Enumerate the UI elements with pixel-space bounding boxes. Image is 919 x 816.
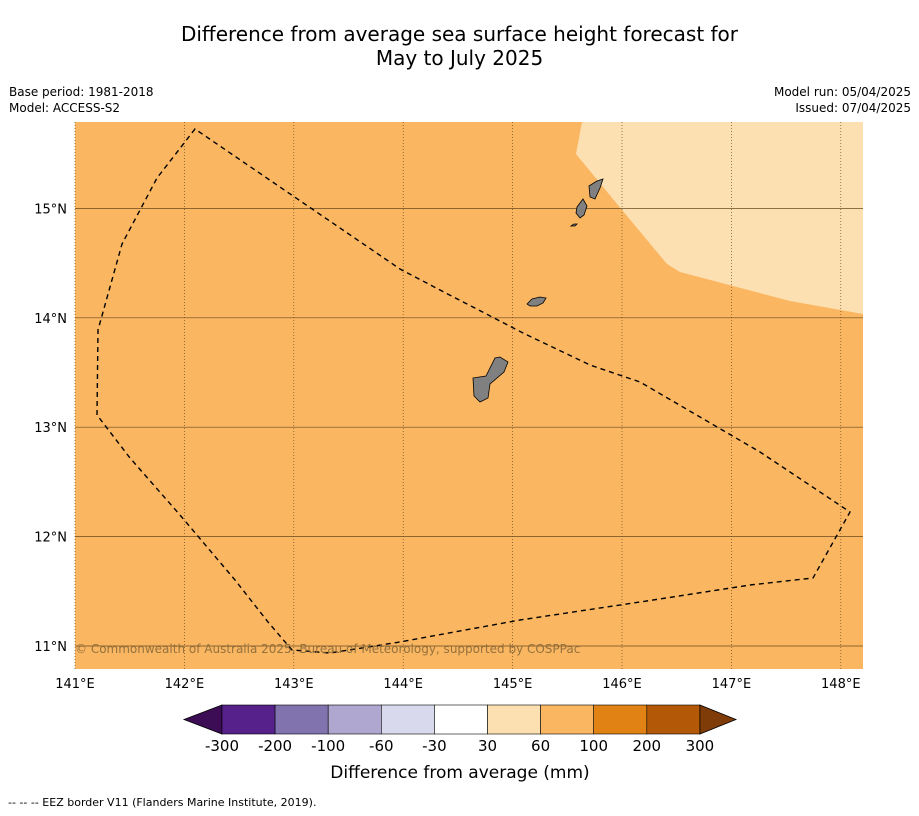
colorbar-tick-label: -30 [422,737,447,755]
longitude-tick-label: 146°E [602,677,642,692]
colorbar-swatch [434,704,488,735]
longitude-tick-label: 141°E [55,677,95,692]
colorbar-tick-label: -200 [258,737,292,755]
colorbar-tick-label: 300 [686,737,715,755]
latitude-tick-label: 15°N [34,202,67,217]
colorbar-swatch [593,704,648,735]
issued-date: Issued: 07/04/2025 [795,101,911,115]
colorbar-swatch [327,704,382,735]
chart-title: Difference from average sea surface heig… [0,22,919,70]
island-aguijan [569,223,578,227]
colorbar-tick-label: 60 [531,737,550,755]
colorbar-swatch [274,704,329,735]
colorbar-tick-label: -60 [369,737,394,755]
title-line-2: May to July 2025 [375,46,544,70]
colorbar-swatch [380,704,435,735]
island-rota [526,296,547,307]
colorbar-extend-high [699,704,738,735]
colorbar-title: Difference from average (mm) [330,763,589,783]
colorbar-swatch [487,704,541,735]
longitude-tick-label: 142°E [165,677,205,692]
colorbar-tick-label: 100 [579,737,608,755]
longitude-tick-label: 145°E [493,677,533,692]
colorbar-tick-labels: -300 -200 -100 -60 -30 30 60 100 200 300 [205,737,714,755]
latitude-tick-label: 14°N [34,312,67,327]
longitude-tick-label: 144°E [383,677,423,692]
eez-border [96,128,851,654]
colorbar-swatch [221,704,276,735]
island-saipan [588,178,604,200]
anomaly-region-30-60 [576,122,863,314]
colorbar-tick-label: -100 [311,737,345,755]
graticule [74,122,863,669]
longitude-tick-label: 143°E [274,677,314,692]
latitude-tick-labels: 11°N 12°N 13°N 14°N 15°N [34,202,67,655]
model-name: Model: ACCESS-S2 [9,101,121,115]
meta-left: Base period: 1981-2018 Model: ACCESS-S2 [9,84,154,116]
colorbar-swatch [646,704,701,735]
longitude-tick-label: 147°E [712,677,752,692]
eez-footnote: -- -- -- EEZ border V11 (Flanders Marine… [8,796,317,809]
colorbar-tick-label: -300 [205,737,239,755]
model-run: Model run: 05/04/2025 [773,85,911,99]
colorbar-tick-label: 30 [478,737,497,755]
colorbar-extend-low [182,704,223,735]
island-tinian [575,198,588,219]
title-line-1: Difference from average sea surface heig… [180,22,739,46]
latitude-tick-label: 12°N [34,531,67,546]
latitude-tick-label: 11°N [34,640,67,655]
colorbar-swatch [540,704,594,735]
islands [472,178,604,403]
base-period: Base period: 1981-2018 [9,85,154,99]
copyright-text: © Commonwealth of Australia 2025, Bureau… [75,642,580,656]
latitude-tick-label: 13°N [34,421,67,436]
longitude-tick-labels: 141°E 142°E 143°E 144°E 145°E 146°E 147°E 148°E [55,677,860,692]
island-guam [472,356,509,403]
colorbar-tick-label: 200 [632,737,661,755]
longitude-tick-label: 148°E [821,677,861,692]
colorbar [182,704,738,735]
meta-right: Model run: 05/04/2025 Issued: 07/04/2025 [774,84,911,116]
